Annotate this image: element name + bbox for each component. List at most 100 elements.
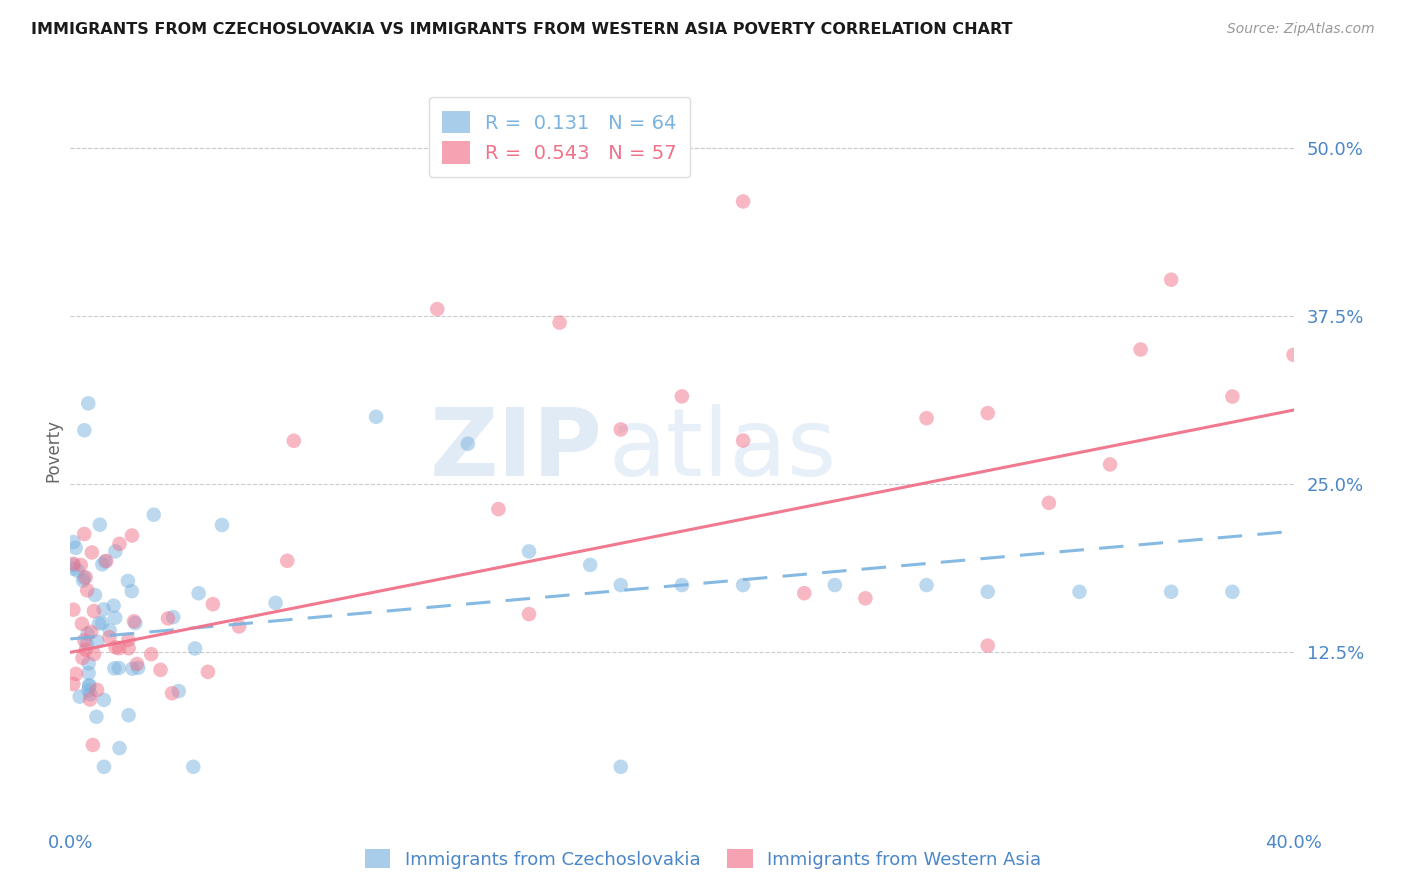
Point [104,544,127,558]
Point [733,578,755,592]
Point [181,760,204,774]
Point [104,611,127,625]
Point [69,558,91,572]
Point [77,657,100,671]
Point [283,434,305,448]
Point [1069,584,1091,599]
Text: Source: ZipAtlas.com: Source: ZipAtlas.com [1227,22,1375,37]
Point [62,603,84,617]
Point [976,406,998,420]
Point [108,641,131,656]
Point [121,528,143,542]
Point [86,682,108,697]
Point [65,541,87,555]
Point [122,615,145,629]
Text: atlas: atlas [609,404,837,497]
Point [915,578,938,592]
Point [125,657,148,671]
Point [75,642,97,657]
Point [83,647,105,661]
Point [80,545,103,559]
Point [197,665,219,679]
Point [124,615,146,630]
Point [1220,390,1243,404]
Point [89,517,111,532]
Point [426,302,449,317]
Legend: R =  0.131   N = 64, R =  0.543   N = 57: R = 0.131 N = 64, R = 0.543 N = 57 [429,97,690,178]
Point [117,574,139,588]
Point [65,666,87,681]
Point [76,583,98,598]
Point [117,708,139,723]
Point [96,554,118,568]
Point [457,436,479,450]
Point [610,422,633,436]
Point [142,508,165,522]
Point [93,602,115,616]
Point [86,634,108,648]
Point [104,640,127,655]
Point [79,679,101,693]
Point [73,633,96,648]
Point [77,678,100,692]
Point [211,518,233,533]
Point [733,434,755,448]
Point [79,687,101,701]
Point [62,558,84,572]
Point [82,738,104,752]
Point [77,666,100,681]
Point [915,411,938,425]
Point [91,558,114,572]
Text: IMMIGRANTS FROM CZECHOSLOVAKIA VS IMMIGRANTS FROM WESTERN ASIA POVERTY CORRELATI: IMMIGRANTS FROM CZECHOSLOVAKIA VS IMMIGR… [31,22,1012,37]
Point [201,597,224,611]
Point [62,677,84,691]
Point [73,423,96,437]
Point [117,641,139,656]
Point [548,316,571,330]
Point [77,683,100,698]
Point [75,570,97,584]
Point [1160,273,1182,287]
Point [80,624,103,639]
Point [103,599,125,613]
Point [976,584,998,599]
Point [671,389,693,403]
Point [87,616,110,631]
Point [127,661,149,675]
Point [160,686,183,700]
Point [98,630,121,644]
Point [66,564,89,578]
Point [93,760,115,774]
Point [70,616,93,631]
Point [579,558,602,572]
Point [72,651,94,665]
Point [72,574,94,588]
Point [228,619,250,633]
Point [517,607,540,621]
Point [121,662,143,676]
Point [488,502,510,516]
Point [141,647,163,661]
Point [62,557,84,571]
Point [610,760,633,774]
Point [84,588,107,602]
Legend: Immigrants from Czechoslovakia, Immigrants from Western Asia: Immigrants from Czechoslovakia, Immigran… [357,842,1049,876]
Point [117,632,139,647]
Point [156,611,179,625]
Point [517,544,540,558]
Point [91,615,114,630]
Point [83,604,105,618]
Point [1129,343,1152,357]
Point [77,396,100,410]
Point [62,535,84,549]
Y-axis label: Poverty: Poverty [44,419,62,482]
Text: ZIP: ZIP [429,404,602,497]
Point [855,591,877,606]
Point [94,554,117,568]
Point [1282,348,1305,362]
Point [187,586,209,600]
Point [76,626,98,640]
Point [79,692,101,706]
Point [108,661,131,675]
Point [1099,458,1122,472]
